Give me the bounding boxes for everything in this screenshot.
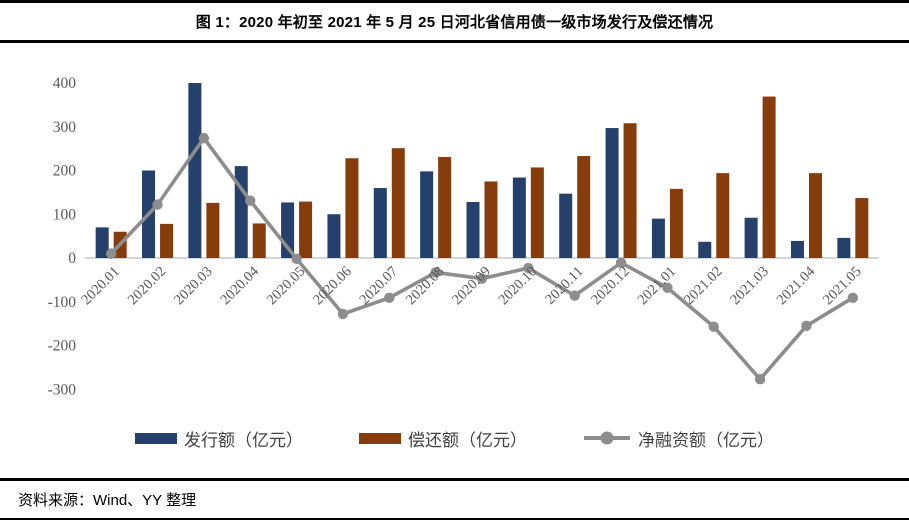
net-financing-point — [105, 248, 117, 259]
issuance-bar — [605, 128, 619, 258]
x-axis-label: 2020.01 — [78, 264, 123, 309]
repayment-bar — [716, 173, 730, 258]
legend-item-issuance: 发行额（亿元） — [135, 426, 303, 451]
repayment-bar — [762, 96, 776, 258]
x-axis-label: 2021.04 — [774, 263, 819, 308]
y-tick-label: -100 — [48, 294, 77, 311]
x-axis-label: 2020.04 — [217, 263, 262, 308]
net-financing-point — [801, 320, 812, 332]
issuance-bar — [188, 83, 202, 258]
issuance-legend-swatch — [135, 432, 177, 444]
issuance-bar — [373, 188, 387, 258]
net-financing-point — [569, 290, 580, 301]
repayment-bar — [206, 202, 220, 258]
y-tick-label: 300 — [53, 119, 77, 136]
y-tick-label: 200 — [53, 163, 77, 180]
repayment-bar — [484, 181, 498, 258]
repayment-bar — [438, 156, 452, 258]
y-tick-label: -200 — [48, 338, 77, 355]
issuance-bar — [512, 177, 526, 258]
issuance-bar — [95, 227, 109, 258]
legend-marker-glyph — [600, 431, 614, 445]
repayment-bar — [623, 123, 637, 258]
y-tick-label: 0 — [68, 250, 76, 267]
legend-label-issuance: 发行额（亿元） — [184, 430, 303, 450]
issuance-bar — [790, 240, 804, 258]
x-axis-label: 2021.01 — [635, 264, 680, 309]
issuance-bar — [651, 218, 665, 258]
net-financing-point — [384, 292, 395, 304]
net-financing-point — [662, 282, 673, 293]
legend-label-repayment: 偿还额（亿元） — [408, 430, 527, 450]
issuance-bar — [698, 241, 712, 258]
net-financing-point — [708, 321, 719, 332]
net-financing-point — [198, 132, 210, 144]
issuance-bar — [466, 202, 480, 258]
net-financing-point — [523, 262, 534, 274]
issuance-bar — [234, 166, 248, 258]
legend-item-repayment: 偿还额（亿元） — [359, 426, 527, 451]
repayment-bar — [808, 173, 822, 258]
figure-title: 图 1：2020 年初至 2021 年 5 月 25 日河北省信用债一级市场发行… — [195, 14, 714, 31]
issuance-bar — [744, 217, 758, 258]
source-bar: 资料来源：Wind、YY 整理 — [0, 478, 909, 520]
source-text: 资料来源：Wind、YY 整理 — [18, 492, 197, 509]
x-axis-label: 2020.02 — [125, 264, 170, 309]
issuance-bar — [837, 237, 851, 258]
repayment-bar — [577, 156, 591, 258]
issuance-bar — [420, 171, 434, 258]
repayment-bar — [299, 201, 313, 258]
repayment-bar — [391, 148, 405, 258]
net-financing-point — [152, 199, 163, 210]
chart-area: 400 300 200 100 0 -100 -200 -300 2020.01 2020.02 2… — [0, 43, 909, 451]
repayment-bar — [855, 198, 869, 258]
x-axis-label: 2020.03 — [171, 264, 216, 309]
net-financing-point — [430, 267, 441, 278]
y-tick-label: 100 — [53, 206, 77, 223]
x-axis-label: 2020.05 — [264, 264, 309, 309]
x-axis-label: 2021.03 — [727, 264, 772, 309]
legend-label-net-financing: 净融资额（亿元） — [638, 430, 774, 450]
net-financing-point — [476, 273, 488, 284]
net-financing-point — [754, 373, 766, 385]
y-tick-label: -300 — [48, 381, 77, 398]
net-financing-legend-swatch — [584, 431, 630, 445]
repayment-bar — [252, 223, 266, 258]
x-axis-label: 2021.02 — [681, 264, 726, 309]
repayment-bar — [669, 188, 683, 258]
repayment-bar — [530, 167, 544, 258]
figure-title-bar: 图 1：2020 年初至 2021 年 5 月 25 日河北省信用债一级市场发行… — [0, 0, 909, 43]
repayment-bar — [160, 223, 174, 258]
net-financing-point — [847, 292, 859, 304]
x-axis-label: 2021.05 — [820, 264, 865, 309]
repayment-legend-swatch — [359, 432, 401, 444]
x-axis-label: 2020.09 — [449, 264, 494, 309]
issuance-bar — [559, 193, 573, 258]
y-tick-label: 400 — [53, 75, 77, 92]
net-financing-point — [245, 195, 256, 206]
legend-item-net-financing: 净融资额（亿元） — [583, 426, 774, 451]
x-axis-label: 2020.11 — [542, 264, 586, 308]
net-financing-point — [337, 308, 349, 320]
net-financing-point — [615, 257, 627, 269]
net-financing-point — [291, 253, 302, 265]
repayment-bar — [345, 158, 359, 258]
chart-legend: 发行额（亿元） 偿还额（亿元） 净融资额（亿元） — [0, 425, 909, 451]
issuance-bar — [327, 214, 341, 258]
